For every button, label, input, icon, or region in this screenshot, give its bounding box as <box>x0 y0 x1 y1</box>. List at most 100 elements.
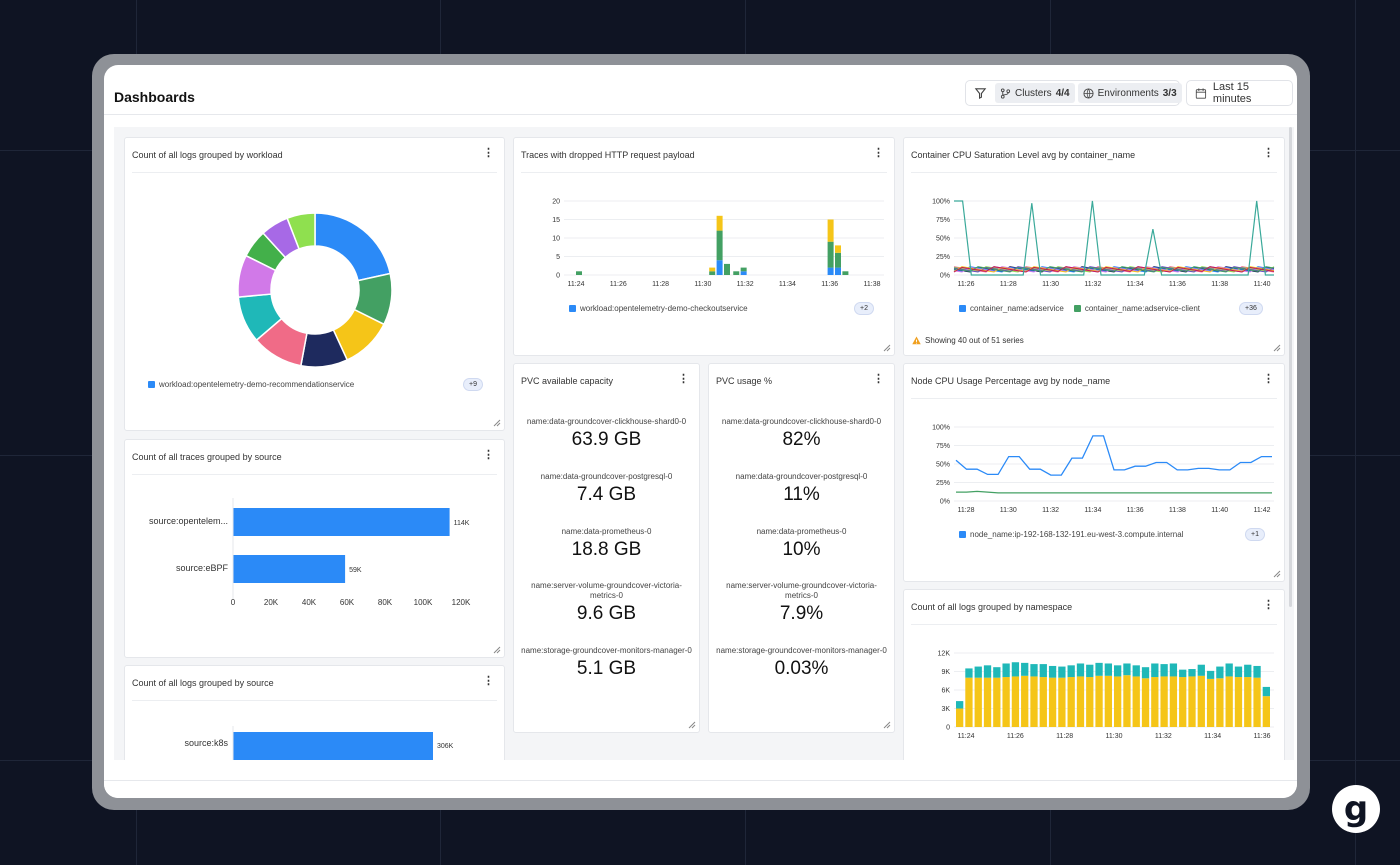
series-line-5 <box>953 266 1275 273</box>
bar-segment-yellow-33 <box>1262 696 1270 727</box>
bar-segment-yellow-8 <box>1030 676 1038 727</box>
bar-segment-3-green <box>724 263 730 275</box>
bar-segment-0-green <box>576 271 582 275</box>
panel-traces-by-source[interactable]: Count of all traces grouped by source ⋮ … <box>124 439 505 658</box>
stat-label: name:data-prometheus-0 <box>756 527 847 536</box>
divider <box>911 624 1277 625</box>
bar-segment-yellow-9 <box>1039 677 1047 727</box>
x-tick-label: 11:38 <box>1211 281 1228 288</box>
legend-item[interactable]: workload:opentelemetry-demo-checkoutserv… <box>569 304 748 313</box>
x-tick-label: 120K <box>452 598 471 607</box>
panel-menu-button[interactable]: ⋮ <box>483 449 494 461</box>
legend-item[interactable]: workload:opentelemetry-demo-recommendati… <box>148 380 354 389</box>
panel-menu-button[interactable]: ⋮ <box>873 147 884 159</box>
y-tick-label: 10 <box>552 236 560 243</box>
warning-icon <box>912 336 921 345</box>
series-line-8 <box>953 266 1275 273</box>
category-label: source:k8s <box>184 738 228 748</box>
panel-logs-by-namespace[interactable]: Count of all logs grouped by namespace ⋮… <box>903 589 1285 760</box>
filter-button[interactable] <box>969 83 992 103</box>
bar-segment-teal-9 <box>1039 664 1047 678</box>
resize-handle-icon[interactable] <box>883 344 891 352</box>
panel-menu-button[interactable]: ⋮ <box>1263 599 1274 611</box>
panel-logs-by-source[interactable]: Count of all logs grouped by source ⋮ so… <box>124 665 505 760</box>
panel-traces-dropped[interactable]: Traces with dropped HTTP request payload… <box>513 137 895 356</box>
bar-segment-teal-15 <box>1095 662 1103 676</box>
y-tick-label: 6K <box>941 688 950 695</box>
bar-segment-teal-1 <box>965 668 973 678</box>
bar-segment-teal-12 <box>1067 665 1075 678</box>
panel-title: Node CPU Usage Percentage avg by node_na… <box>911 376 1111 386</box>
bar-segment-teal-6 <box>1011 662 1020 677</box>
bar-segment-yellow-16 <box>1104 675 1112 727</box>
panel-node-cpu[interactable]: Node CPU Usage Percentage avg by node_na… <box>903 363 1285 582</box>
bar-segment-teal-33 <box>1262 686 1270 697</box>
environments-count: 3/3 <box>1162 87 1177 99</box>
bar-segment-teal-31 <box>1244 664 1252 678</box>
panel-menu-button[interactable]: ⋮ <box>1263 147 1274 159</box>
resize-handle-icon[interactable] <box>493 419 501 427</box>
donut-slice-9 <box>286 212 316 250</box>
panel-title: Count of all logs grouped by namespace <box>911 602 1073 612</box>
x-tick-label: 11:34 <box>1127 281 1144 288</box>
series-warning: Showing 40 out of 51 series <box>912 336 1024 345</box>
bar-segment-teal-14 <box>1086 664 1094 678</box>
legend-swatch <box>959 531 966 538</box>
bar-segment-yellow-24 <box>1179 677 1187 727</box>
bar-segment-teal-19 <box>1132 665 1140 677</box>
series-line-7 <box>953 266 1275 273</box>
stat-label: name:data-groundcover-postgresql-0 <box>540 472 673 481</box>
legend-label: node_name:ip-192-168-132-191.eu-west-3.c… <box>970 530 1184 539</box>
clusters-filter[interactable]: Clusters 4/4 <box>995 83 1075 103</box>
y-tick-label: 75% <box>936 443 950 450</box>
resize-handle-icon[interactable] <box>883 721 891 729</box>
x-tick-label: 11:32 <box>737 281 754 288</box>
x-tick-label: 60K <box>340 598 355 607</box>
panel-pvc-available[interactable]: PVC available capacity ⋮ name:data-groun… <box>513 363 700 733</box>
environments-filter[interactable]: Environments 3/3 <box>1077 83 1182 103</box>
bar-segment-teal-16 <box>1104 663 1112 676</box>
stacked-bar-chart: 0 3K 6K 9K 12K 11:24 11:26 11:28 11:30 11:32 11:34… <box>938 651 1274 740</box>
y-tick-label: 25% <box>936 254 950 261</box>
panel-logs-by-workload[interactable]: Count of all logs grouped by workload ⋮ … <box>124 137 505 431</box>
bar-segment-yellow-0 <box>956 708 964 727</box>
time-range-picker[interactable]: Last 15 minutes <box>1186 80 1293 106</box>
legend-more-badge[interactable]: +9 <box>463 378 483 391</box>
resize-handle-icon[interactable] <box>688 721 696 729</box>
legend-swatch <box>148 381 155 388</box>
x-tick-label: 80K <box>378 598 393 607</box>
panel-menu-button[interactable]: ⋮ <box>483 675 494 687</box>
resize-handle-icon[interactable] <box>1273 344 1281 352</box>
stat-label: name:server-volume-groundcover-victoria-… <box>726 581 877 600</box>
legend-more-badge[interactable]: +2 <box>854 302 874 315</box>
x-tick-label: 11:34 <box>779 281 796 288</box>
scrollbar[interactable] <box>1289 127 1292 607</box>
x-tick-label: 40K <box>302 598 317 607</box>
legend-item[interactable]: container_name:adservice container_name:… <box>959 304 1200 313</box>
page-title: Dashboards <box>114 89 195 105</box>
resize-handle-icon[interactable] <box>1273 570 1281 578</box>
bar-segment-teal-28 <box>1216 666 1224 679</box>
divider <box>911 172 1277 173</box>
time-range-label: Last 15 minutes <box>1212 81 1252 105</box>
series-line-4 <box>953 266 1275 273</box>
legend-more-badge[interactable]: +1 <box>1245 528 1265 541</box>
legend-item[interactable]: node_name:ip-192-168-132-191.eu-west-3.c… <box>959 530 1183 539</box>
panel-cpu-saturation[interactable]: Container CPU Saturation Level avg by co… <box>903 137 1285 356</box>
panel-title: Count of all logs grouped by workload <box>132 150 283 160</box>
panel-menu-button[interactable]: ⋮ <box>1263 373 1274 385</box>
panel-menu-button[interactable]: ⋮ <box>483 147 494 159</box>
bar-segment-teal-5 <box>1002 663 1010 678</box>
panel-pvc-usage[interactable]: PVC usage % ⋮ name:data-groundcover-clic… <box>708 363 895 733</box>
resize-handle-icon[interactable] <box>493 646 501 654</box>
x-tick-label: 11:30 <box>694 281 711 288</box>
bar-segment-yellow-27 <box>1206 678 1215 727</box>
y-tick-label: 0 <box>556 273 560 280</box>
bar-segment-teal-7 <box>1021 662 1029 676</box>
page-header: Dashboards Clusters 4/4 Environments 3/3… <box>104 65 1297 115</box>
panel-menu-button[interactable]: ⋮ <box>678 373 689 385</box>
x-tick-label: 11:36 <box>1127 507 1144 514</box>
legend-more-badge[interactable]: +36 <box>1239 302 1263 315</box>
bar-segment-1-yellow <box>709 267 716 272</box>
panel-menu-button[interactable]: ⋮ <box>873 373 884 385</box>
